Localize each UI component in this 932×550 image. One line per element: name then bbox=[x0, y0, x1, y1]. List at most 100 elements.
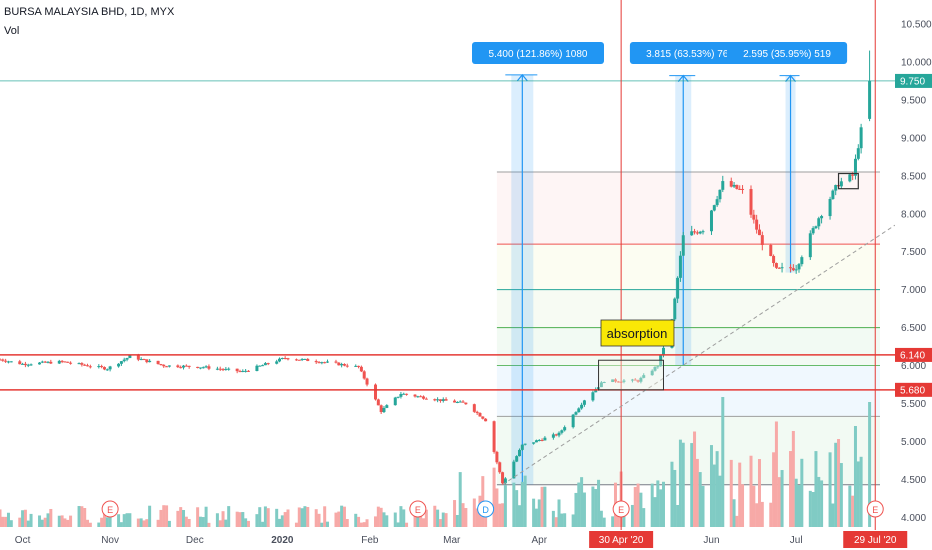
volume-bar bbox=[105, 517, 109, 527]
candle-body bbox=[633, 379, 637, 381]
candle-body bbox=[475, 411, 479, 413]
candle-body bbox=[122, 359, 126, 362]
volume-bar bbox=[77, 506, 81, 527]
volume-bar bbox=[461, 503, 465, 527]
absorption-label-box[interactable] bbox=[600, 319, 675, 347]
candle-body bbox=[379, 405, 383, 413]
volume-bar bbox=[393, 512, 397, 527]
level-price-tag[interactable] bbox=[895, 347, 932, 362]
volume-bar bbox=[639, 492, 643, 527]
candle-body bbox=[789, 267, 793, 269]
volume-bar bbox=[69, 515, 73, 527]
volume-bar bbox=[204, 506, 208, 527]
last-price-tag[interactable] bbox=[895, 73, 932, 88]
candle-body bbox=[484, 418, 488, 422]
candle-body bbox=[520, 444, 524, 450]
event-marker[interactable] bbox=[477, 500, 495, 518]
candle-body bbox=[334, 361, 338, 363]
last-price-label: 9.750 bbox=[900, 76, 925, 87]
event-marker-label: E bbox=[415, 505, 421, 515]
candle-body bbox=[21, 363, 25, 365]
candle-body bbox=[255, 365, 259, 371]
candle-body bbox=[611, 379, 615, 383]
fib-band bbox=[496, 172, 880, 245]
trend-line[interactable] bbox=[502, 224, 896, 486]
event-marker[interactable] bbox=[101, 500, 119, 518]
price-tick-label: 7.500 bbox=[901, 247, 926, 258]
level-price-label: 6.140 bbox=[900, 350, 925, 361]
time-tick-label: Nov bbox=[101, 535, 119, 546]
measure-label-box[interactable] bbox=[726, 42, 848, 64]
volume-bar bbox=[345, 519, 349, 527]
candle-body bbox=[18, 361, 22, 365]
volume-bar bbox=[492, 467, 496, 527]
candle-body bbox=[424, 398, 428, 400]
candle-body bbox=[738, 188, 742, 190]
time-axis[interactable]: Oct Nov Dec 2020 Feb Mar Apr Jun Jul 30 Apr '20 29… bbox=[0, 530, 932, 550]
volume-bar bbox=[196, 507, 200, 527]
date-tag-label: 29 Jul '20 bbox=[854, 535, 897, 546]
volume-bar bbox=[227, 506, 231, 527]
horizontal-levels[interactable] bbox=[0, 0, 895, 530]
candle-body bbox=[532, 442, 536, 444]
measure-label-box[interactable] bbox=[472, 42, 604, 64]
candle-body bbox=[622, 380, 626, 382]
candle-body bbox=[57, 360, 61, 364]
date-tag[interactable] bbox=[843, 531, 908, 548]
volume-bar bbox=[357, 516, 361, 527]
drawing-overlays[interactable]: 5.400 (121.86%) 1080 3.815 (63.53%) 763 2.… bbox=[101, 42, 896, 518]
volume-bar bbox=[38, 515, 42, 527]
volume-bar bbox=[405, 522, 409, 527]
candle-body bbox=[117, 363, 121, 367]
date-tag[interactable] bbox=[589, 531, 654, 548]
level-price-label: 5.680 bbox=[900, 385, 925, 396]
price-tick-label: 7.000 bbox=[901, 285, 926, 296]
volume-bar bbox=[66, 519, 70, 527]
volume-bar bbox=[145, 519, 149, 527]
volume-bar bbox=[280, 515, 284, 527]
level-price-tag[interactable] bbox=[895, 382, 932, 397]
candle-body bbox=[656, 366, 660, 368]
consolidation-box[interactable] bbox=[837, 172, 859, 190]
candle-body bbox=[345, 365, 349, 367]
volume-bar bbox=[184, 516, 188, 527]
volume-bar bbox=[314, 509, 318, 527]
volume-bar bbox=[342, 506, 346, 527]
fib-bands bbox=[496, 172, 880, 485]
candle-body bbox=[676, 277, 680, 299]
volume-bar bbox=[238, 512, 242, 527]
candle-body bbox=[557, 432, 561, 436]
volume-bar bbox=[317, 513, 321, 527]
volume-bar bbox=[797, 485, 801, 527]
candle-body bbox=[498, 462, 502, 473]
candle-body bbox=[167, 365, 171, 367]
candle-body bbox=[715, 199, 719, 206]
candle-body bbox=[374, 384, 378, 400]
volume-bar bbox=[571, 514, 575, 527]
price-axis[interactable]: 4.000 4.500 5.000 5.500 6.000 6.500 7.000 7.500… bbox=[895, 0, 932, 530]
candle-body bbox=[275, 361, 279, 364]
event-marker[interactable] bbox=[866, 500, 884, 518]
candle-body bbox=[820, 216, 824, 219]
volume-bar bbox=[29, 513, 33, 527]
volume-bar bbox=[359, 522, 363, 527]
volume-bar bbox=[119, 522, 123, 527]
candle-body bbox=[661, 347, 665, 356]
consolidation-box[interactable] bbox=[598, 359, 664, 391]
event-marker[interactable] bbox=[612, 500, 630, 518]
candle-body bbox=[382, 407, 386, 413]
candle-body bbox=[828, 199, 832, 217]
price-tick-label: 10.500 bbox=[901, 20, 932, 31]
candle-body bbox=[60, 360, 64, 362]
volume-bar bbox=[303, 506, 307, 527]
volume-bar bbox=[57, 515, 61, 527]
candle-body bbox=[376, 399, 380, 406]
candle-body bbox=[856, 148, 860, 159]
volume-bar bbox=[441, 512, 445, 527]
event-marker[interactable] bbox=[409, 500, 427, 518]
candle-body bbox=[636, 380, 640, 382]
measure-label-box[interactable] bbox=[629, 42, 751, 64]
volume-bar bbox=[139, 518, 143, 527]
